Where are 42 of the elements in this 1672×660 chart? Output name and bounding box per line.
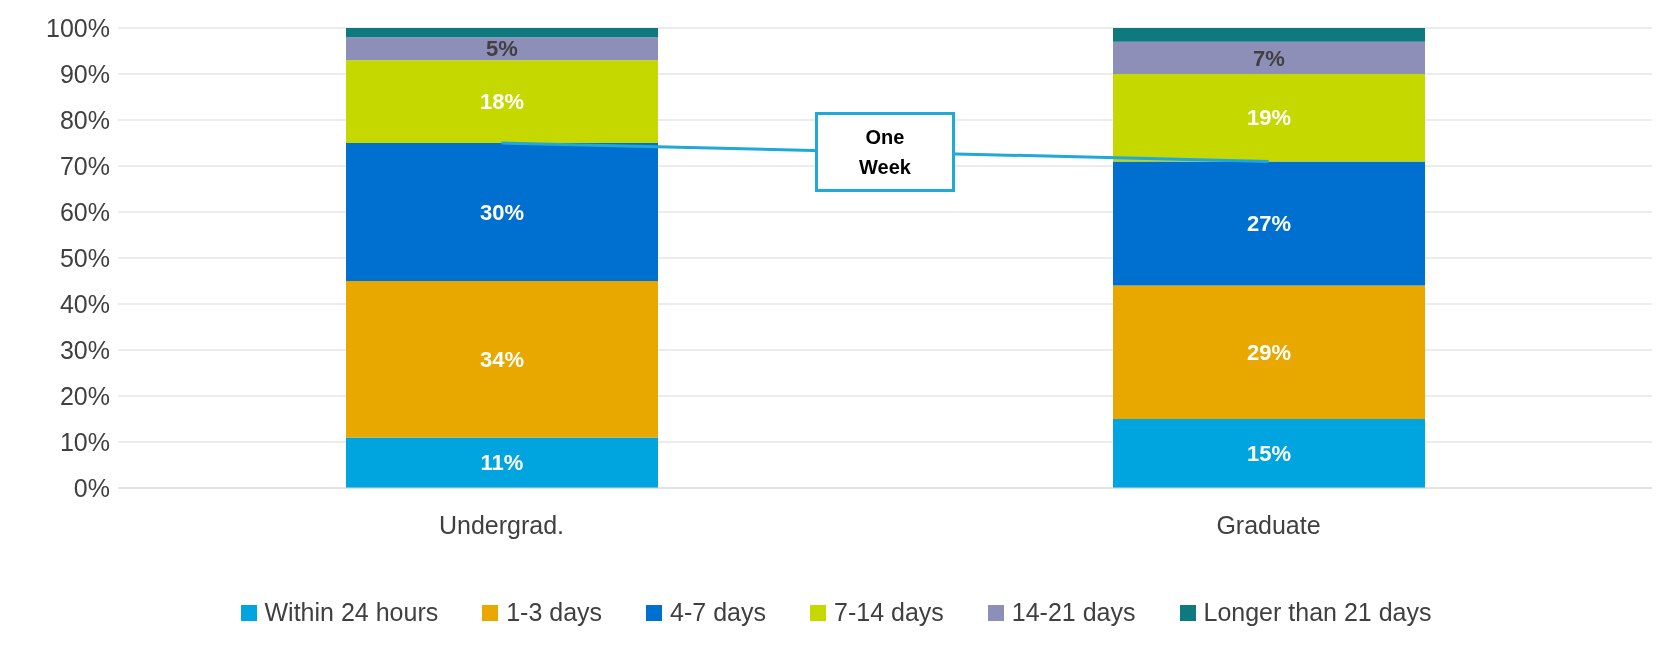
bar bbox=[1113, 28, 1425, 42]
y-tick-label: 90% bbox=[59, 59, 110, 88]
y-tick-label: 60% bbox=[59, 197, 110, 226]
bar bbox=[346, 281, 658, 438]
bar bbox=[1113, 41, 1425, 74]
bar bbox=[1113, 285, 1425, 419]
data-label: 29% bbox=[1246, 340, 1292, 365]
bar bbox=[346, 37, 658, 61]
data-label: 30% bbox=[479, 199, 525, 225]
y-tick-label: 10% bbox=[59, 427, 110, 456]
y-tick-label: 50% bbox=[59, 243, 110, 272]
legend-label: Longer than 21 days bbox=[1203, 598, 1432, 627]
bar bbox=[346, 60, 658, 143]
y-tick-label: 100% bbox=[46, 13, 110, 42]
y-tick-label: 30% bbox=[59, 335, 110, 364]
bar bbox=[346, 437, 658, 488]
bar bbox=[346, 28, 658, 38]
legend-label: Within 24 hours bbox=[264, 598, 439, 627]
data-label: 7% bbox=[1253, 45, 1285, 71]
y-tick-label: 80% bbox=[59, 105, 110, 134]
y-tick-label: 40% bbox=[59, 289, 110, 318]
legend-label: 1-3 days bbox=[506, 598, 603, 627]
bar bbox=[1113, 161, 1425, 286]
data-label: 27% bbox=[1246, 211, 1292, 237]
data-label: 19% bbox=[1246, 105, 1292, 131]
y-tick-label: 70% bbox=[59, 151, 110, 180]
data-label: 5% bbox=[486, 36, 518, 62]
bar bbox=[1113, 419, 1425, 488]
x-tick-label: Undergrad. bbox=[438, 510, 565, 539]
legend-label: 4-7 days bbox=[670, 598, 766, 627]
y-tick-label: 0% bbox=[73, 473, 110, 502]
legend-label: 7-14 days bbox=[834, 598, 944, 627]
callout-box: One Week bbox=[815, 112, 955, 193]
data-label: 18% bbox=[479, 89, 525, 115]
bar bbox=[346, 143, 658, 281]
legend-label: 14-21 days bbox=[1011, 598, 1136, 627]
data-label: 34% bbox=[479, 346, 525, 372]
data-label: 15% bbox=[1246, 441, 1292, 467]
x-tick-label: Graduate bbox=[1216, 510, 1321, 539]
bar bbox=[1113, 74, 1425, 162]
y-tick-label: 20% bbox=[59, 381, 110, 410]
data-label: 11% bbox=[480, 450, 524, 476]
